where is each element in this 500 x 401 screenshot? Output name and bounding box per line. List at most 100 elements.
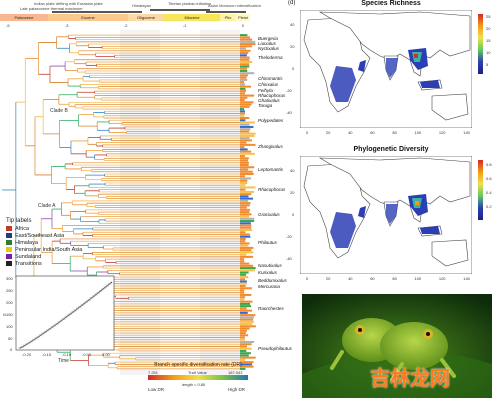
richness-xtick: 40 — [348, 130, 353, 135]
pd-ytick: -40 — [286, 256, 292, 261]
richness-xticks: 0 20 40 60 80 100 120 140 — [306, 130, 470, 135]
tip-legend-item: Sundaland — [6, 254, 96, 261]
epoch-miocene: Miocene — [164, 14, 220, 21]
dr-colorbar — [148, 375, 248, 380]
richness-xtick: 100 — [414, 130, 422, 135]
dr-high-label: High DR — [228, 387, 246, 392]
species-richness-panel: (d) Species Richness 25 20 15 10 5 40 20… — [286, 0, 500, 145]
richness-xtick: 120 — [438, 130, 446, 135]
dr-legend-title: Branch specific diversification rate (DR… — [154, 362, 242, 368]
timeline-header: Indian plate drifting with Eurasian plat… — [0, 0, 290, 36]
epoch-eocene: Eocene — [48, 14, 128, 21]
map-title-pd: Phylogenetic Diversity — [353, 146, 429, 153]
epoch-paleocene: Paleocene — [0, 14, 48, 21]
clade-label-a: Clade A — [38, 203, 56, 209]
pd-ytick: 20 — [290, 190, 295, 195]
genus-label: Buergeria — [258, 36, 278, 41]
timeline-event-1: Indian plate drifting with Eurasian plat… — [34, 1, 103, 6]
legend-label: Transitions — [15, 261, 42, 267]
genus-label: Liuixalus — [258, 41, 276, 46]
dr-trait-label: Trait Value — [188, 370, 207, 375]
ltt-ytick: 250 — [6, 288, 13, 293]
pd-xtick: 100 — [414, 276, 422, 281]
genus-label: Chiromantis — [258, 76, 283, 81]
pd-map — [300, 156, 472, 274]
epoch-pleist: Pleist — [236, 14, 250, 21]
richness-xtick: 20 — [325, 130, 331, 135]
genus-label: Feihyla — [258, 88, 273, 93]
dr-max-value: 187.043 — [228, 370, 243, 375]
timeline-event-2: Late palaeocene thermal maximum — [20, 6, 83, 11]
pd-xtick: 120 — [438, 276, 446, 281]
pd-colorbar-tick: 0.8 — [486, 162, 492, 167]
genus-label: Philautus — [258, 240, 277, 245]
timeline-tick: 0 — [241, 23, 244, 28]
richness-ytick: -40 — [286, 110, 292, 115]
richness-ytick: 40 — [290, 22, 295, 27]
legend-label: Sundaland — [15, 254, 42, 260]
tip-legend-item: Peninsular India/South Asia — [6, 247, 96, 254]
pd-ytick: -20 — [286, 234, 292, 239]
frog-photo: 吉林龙网 — [302, 294, 492, 398]
event-bar — [52, 11, 142, 13]
dr-min-value: 7.251 — [148, 370, 159, 375]
genus-label: Mercurana — [258, 284, 280, 289]
legend-label: East/Southeast Asia — [15, 233, 65, 239]
legend-label: Peninsular India/South Asia — [15, 247, 83, 253]
ltt-plot: N 300 250 200 150 100 50 0 -0.20 -0.15 -… — [2, 272, 118, 364]
legend-swatch — [6, 233, 12, 239]
richness-xtick: 0 — [306, 130, 309, 135]
richness-colorbar-tick: 15 — [486, 38, 491, 43]
pd-xtick: 20 — [325, 276, 331, 281]
legend-swatch — [6, 261, 12, 267]
ltt-ylabel: N — [3, 312, 6, 317]
tip-legend: Tip labels Africa East/Southeast Asia Hima… — [6, 218, 96, 268]
pd-xtick: 40 — [348, 276, 353, 281]
ltt-xtick: 0.00 — [102, 352, 110, 357]
genus-label: Nyctixalus — [258, 46, 279, 51]
tip-legend-item: Africa — [6, 226, 96, 233]
legend-swatch — [6, 226, 12, 232]
ltt-xlabel: Time — [58, 358, 69, 364]
pd-xtick: 140 — [463, 276, 470, 281]
ltt-ytick: 100 — [6, 324, 13, 329]
richness-ytick: 20 — [290, 44, 295, 49]
event-bar — [206, 11, 246, 13]
genus-label: Zhangixalus — [258, 144, 283, 149]
legend-label: Africa — [15, 226, 30, 232]
richness-colorbar-tick: 10 — [486, 50, 491, 55]
genus-label: Nasutixalus — [258, 263, 282, 268]
genus-label: Kurixalus — [258, 270, 277, 275]
genus-label: Pseudophilautus — [258, 346, 292, 351]
ltt-xtick: -0.05 — [82, 352, 92, 357]
legend-swatch — [6, 240, 12, 246]
phylogeny-tree — [2, 30, 256, 375]
genus-label: Chirixalus — [258, 82, 279, 87]
genus-label: Theloderma — [258, 55, 283, 60]
tip-legend-item: Himalaya — [6, 240, 96, 247]
dr-length-label: length = 0.80 — [182, 382, 206, 387]
genus-label: Gracixalus — [258, 212, 280, 217]
pd-xtick: 80 — [392, 276, 397, 281]
genus-label: Leptomantis — [258, 167, 284, 172]
richness-colorbar-tick: 25 — [486, 14, 491, 19]
timeline-tick: -2 — [123, 23, 128, 28]
pd-colorbar-tick: 0.2 — [486, 204, 492, 209]
richness-xtick: 80 — [392, 130, 397, 135]
timeline-tick: -3 — [64, 23, 69, 28]
ltt-xtick: -0.15 — [42, 352, 52, 357]
clade-label-b: Clade B — [50, 108, 68, 114]
ltt-xtick: -0.10 — [62, 352, 72, 357]
frog-photo-illustration — [302, 294, 492, 398]
ltt-xtick: -0.20 — [22, 352, 32, 357]
timeline-event-4: Tibetan plateau initiation — [168, 1, 212, 6]
genus-label: Raorchestes — [258, 306, 284, 311]
ltt-ytick: 50 — [8, 336, 13, 341]
pd-colorbar — [478, 160, 483, 220]
pd-colorbar-tick: 0.6 — [486, 176, 492, 181]
richness-colorbar-tick: 5 — [486, 62, 489, 67]
pd-xtick: 0 — [306, 276, 309, 281]
genus-label: Ghatixalus — [258, 98, 280, 103]
ltt-ytick: 150 — [6, 312, 13, 317]
tip-legend-item: Transitions — [6, 261, 96, 268]
